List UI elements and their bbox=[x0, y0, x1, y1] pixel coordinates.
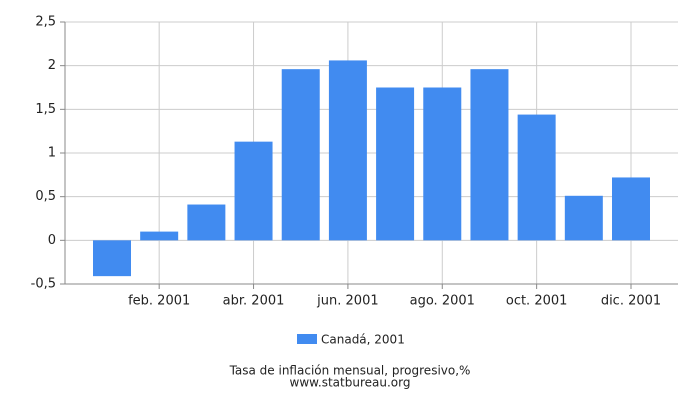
y-tick-label: 0 bbox=[48, 233, 56, 248]
bar bbox=[187, 204, 226, 241]
x-tick-label: jun. 2001 bbox=[316, 294, 378, 309]
bar bbox=[564, 195, 603, 241]
bar bbox=[140, 231, 179, 241]
bar bbox=[93, 240, 131, 277]
bar bbox=[470, 69, 509, 241]
bar bbox=[517, 114, 556, 241]
caption: Tasa de inflación mensual, progresivo,% bbox=[229, 364, 471, 378]
legend-label: Canadá, 2001 bbox=[321, 333, 405, 347]
bar bbox=[612, 177, 650, 241]
bar bbox=[281, 69, 320, 241]
x-tick-label: oct. 2001 bbox=[506, 294, 568, 309]
bar bbox=[234, 141, 273, 241]
x-tick-label: abr. 2001 bbox=[223, 294, 285, 309]
y-tick-label: 0,5 bbox=[35, 189, 56, 204]
y-tick-label: 1 bbox=[48, 146, 56, 161]
x-tick-label: ago. 2001 bbox=[410, 294, 475, 309]
x-tick-label: feb. 2001 bbox=[128, 294, 190, 309]
legend-swatch bbox=[297, 334, 317, 344]
y-tick-label: 2,5 bbox=[35, 15, 56, 30]
source: www.statbureau.org bbox=[290, 376, 411, 390]
bar bbox=[328, 60, 367, 241]
x-tick-label: dic. 2001 bbox=[601, 294, 661, 309]
bar bbox=[423, 87, 462, 241]
y-tick-label: 2 bbox=[48, 58, 56, 73]
y-tick-label: 1,5 bbox=[35, 102, 56, 117]
y-tick-label: -0,5 bbox=[31, 277, 56, 292]
bar bbox=[376, 87, 415, 241]
